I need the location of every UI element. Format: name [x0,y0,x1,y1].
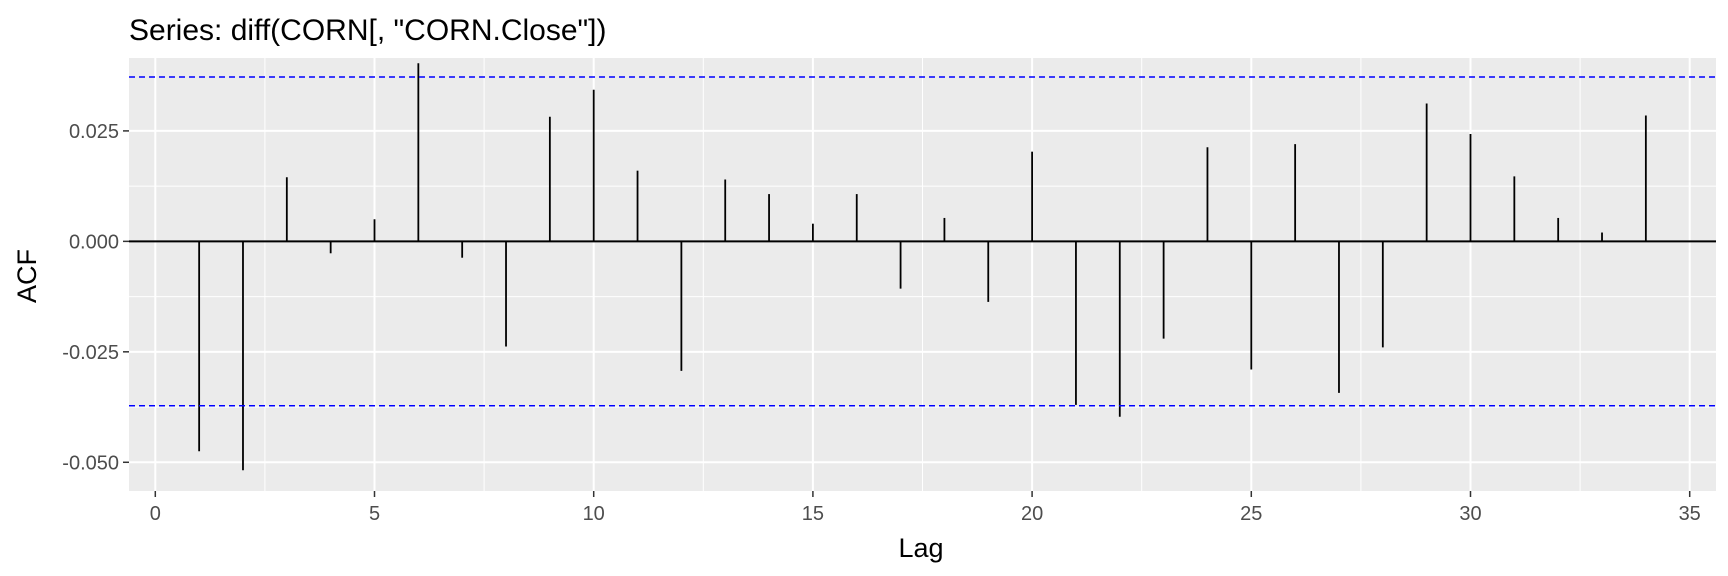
x-tick-label: 10 [583,503,605,525]
acf-bars [129,63,1716,471]
y-tick-label: -0.025 [62,342,119,364]
x-tick-label: 35 [1679,503,1701,525]
y-tick-label: 0.025 [69,121,119,143]
gridlines [129,58,1716,491]
y-axis: -0.050 -0.025 0.000 0.025 [62,121,129,474]
x-tick-label: 0 [150,503,161,525]
x-axis: 0 5 10 15 20 25 30 35 [150,491,1701,525]
x-tick-label: 25 [1240,503,1262,525]
y-axis-title: ACF [12,249,42,303]
x-tick-label: 15 [802,503,824,525]
x-tick-label: 30 [1459,503,1481,525]
y-tick-label: -0.050 [62,452,119,474]
x-tick-label: 5 [369,503,380,525]
x-tick-label: 20 [1021,503,1043,525]
confidence-bounds [129,76,1716,407]
x-axis-title: Lag [898,533,943,563]
chart-title: Series: diff(CORN[, "CORN.Close"]) [129,14,607,47]
y-tick-label: 0.000 [69,231,119,253]
